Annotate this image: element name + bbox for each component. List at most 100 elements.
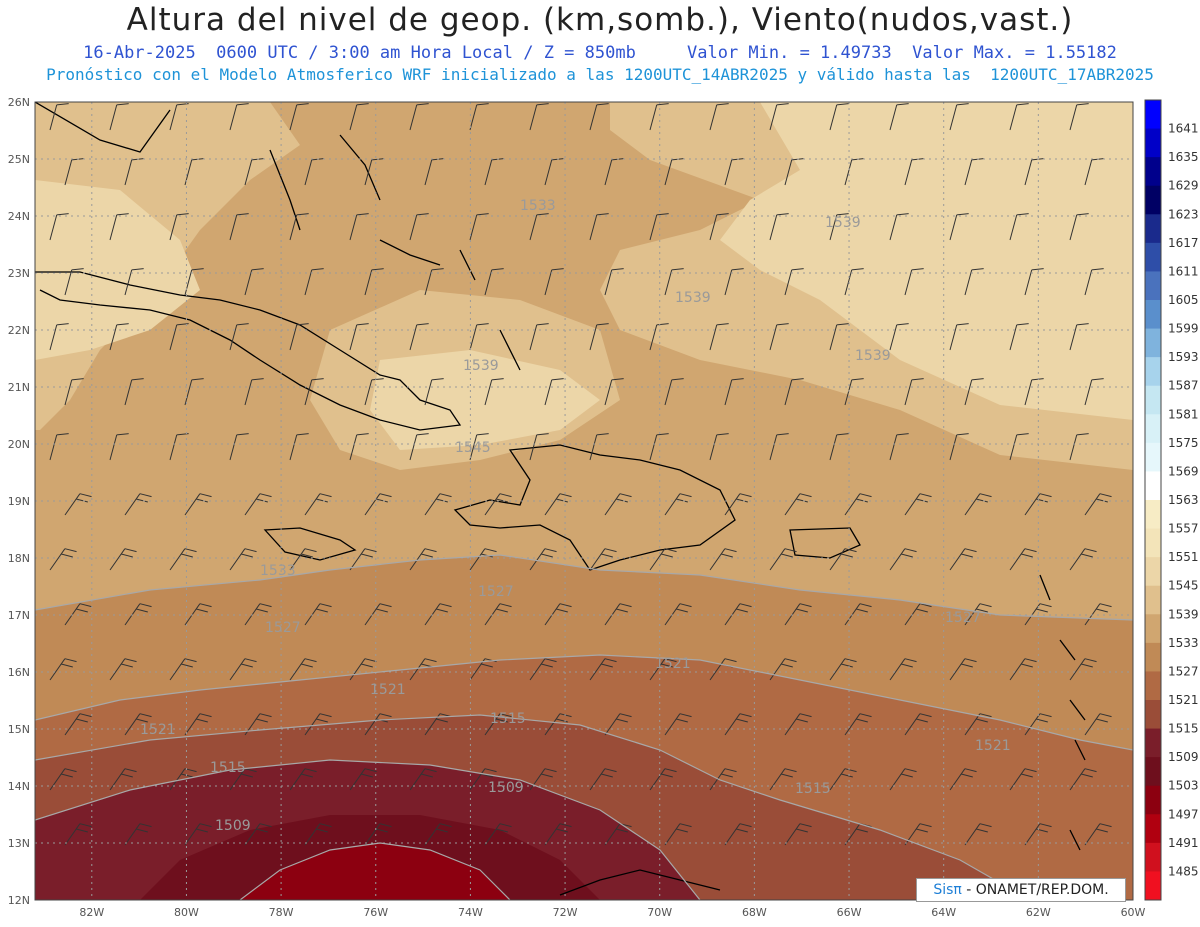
- colorbar-swatch: [1145, 500, 1161, 530]
- wind-barb: [829, 548, 857, 571]
- lon-label: 72W: [553, 906, 578, 919]
- wind-barb: [724, 713, 752, 736]
- band-1545-central: [370, 350, 600, 450]
- wind-barb: [184, 493, 212, 516]
- wind-barb: [904, 603, 932, 626]
- plot-frame: [34, 101, 1134, 901]
- wind-barb: [649, 103, 669, 131]
- colorbar-swatch: [1145, 185, 1161, 215]
- colorbar-swatch: [1145, 300, 1161, 330]
- colorbar-swatch: [1145, 728, 1161, 758]
- map-title: Altura del nivel de geop. (km,somb.), Vi…: [126, 2, 1074, 38]
- colorbar-label: 1527: [1168, 664, 1199, 678]
- wind-barb: [349, 548, 377, 571]
- lat-label: 26N: [8, 96, 30, 109]
- wind-barb: [484, 603, 512, 626]
- wind-barb: [529, 103, 549, 131]
- wind-barb: [349, 323, 369, 351]
- wind-barb: [184, 603, 212, 626]
- wind-barb: [289, 323, 309, 351]
- wind-barb: [784, 823, 812, 846]
- wind-barb: [964, 378, 984, 406]
- wind-barb: [1084, 268, 1104, 296]
- wind-barb: [544, 713, 572, 736]
- lat-label: 22N: [8, 324, 30, 337]
- wind-barb: [64, 378, 84, 406]
- colorbar-swatch: [1145, 842, 1161, 872]
- lat-label: 12N: [8, 894, 30, 907]
- wind-barb: [544, 493, 572, 516]
- contour-labels: 1533 1539 1539 1539 1539 1545 1533 1527 1527 1527…: [140, 198, 1011, 834]
- wind-barb: [664, 493, 692, 516]
- wind-barb: [1069, 658, 1097, 681]
- colorbar-label: 1533: [1168, 636, 1199, 650]
- lat-label: 16N: [8, 666, 30, 679]
- wind-barb: [124, 603, 152, 626]
- wind-barb: [949, 658, 977, 681]
- wind-barb: [529, 213, 549, 241]
- contour-label: 1533: [520, 198, 556, 214]
- colorbar-label: 1557: [1168, 522, 1199, 536]
- wind-barb: [784, 603, 812, 626]
- contour-label: 1515: [795, 781, 831, 797]
- colorbar-frame: [1144, 99, 1162, 901]
- contour-label: 1521: [975, 738, 1011, 754]
- wind-barb: [544, 378, 564, 406]
- wind-barb: [1024, 603, 1052, 626]
- wind-barb: [844, 493, 872, 516]
- wind-barb: [889, 213, 909, 241]
- florida-coast: [35, 102, 171, 153]
- wind-barb: [424, 378, 444, 406]
- wind-barb: [1069, 548, 1097, 571]
- wind-barb: [469, 433, 489, 461]
- wind-barb: [904, 823, 932, 846]
- wind-barb: [664, 378, 684, 406]
- contour-label: 1527: [945, 610, 981, 626]
- colorbar-swatch: [1145, 328, 1161, 358]
- wind-barb: [784, 268, 804, 296]
- wind-barb: [169, 548, 197, 571]
- wind-barb: [889, 548, 917, 571]
- wind-barb: [589, 323, 609, 351]
- wind-barb: [589, 213, 609, 241]
- wind-barb: [769, 768, 797, 791]
- wind-barb: [49, 433, 69, 461]
- wind-barb: [709, 433, 729, 461]
- wind-barb: [229, 768, 257, 791]
- wind-barb: [349, 768, 377, 791]
- subtitle-model: Pronóstico con el Modelo Atmosferico WRF…: [46, 65, 1154, 84]
- colorbar-swatch: [1145, 157, 1161, 187]
- contour-line-1515: [35, 714, 1031, 900]
- colorbar-label: 1521: [1168, 693, 1199, 707]
- wind-barb: [964, 713, 992, 736]
- wind-barb: [229, 658, 257, 681]
- colorbar-swatch: [1145, 785, 1161, 815]
- wind-barb: [49, 103, 69, 131]
- wind-barb: [1084, 603, 1112, 626]
- wind-barb: [664, 603, 692, 626]
- lesser-antilles-coast: [1039, 574, 1086, 896]
- wind-barb: [304, 268, 324, 296]
- hispaniola-coast: [453, 444, 736, 571]
- wind-barb: [109, 323, 129, 351]
- subtitle-date: 16-Abr-2025 0600 UTC / 3:00 am Hora Loca…: [83, 43, 636, 63]
- wind-barb: [484, 268, 504, 296]
- wind-barb: [769, 103, 789, 131]
- wind-barb: [529, 548, 557, 571]
- south-america-coast: [559, 869, 721, 896]
- longitude-labels: 82W 80W 78W 76W 74W 72W 70W 68W 66W 64W 62W 60W: [79, 906, 1145, 919]
- wind-barb: [364, 268, 384, 296]
- wind-barb: [124, 378, 144, 406]
- lat-label: 23N: [8, 267, 30, 280]
- contour-lines: [35, 554, 1133, 900]
- wind-barb: [244, 493, 272, 516]
- wind-barb: [604, 268, 624, 296]
- wind-barb: [64, 603, 92, 626]
- wind-barb: [469, 323, 489, 351]
- wind-barb: [709, 548, 737, 571]
- wind-barb: [229, 433, 249, 461]
- band-1545-east: [720, 102, 1133, 420]
- wind-barb: [304, 603, 332, 626]
- wind-barb: [1024, 268, 1044, 296]
- wind-barb: [964, 823, 992, 846]
